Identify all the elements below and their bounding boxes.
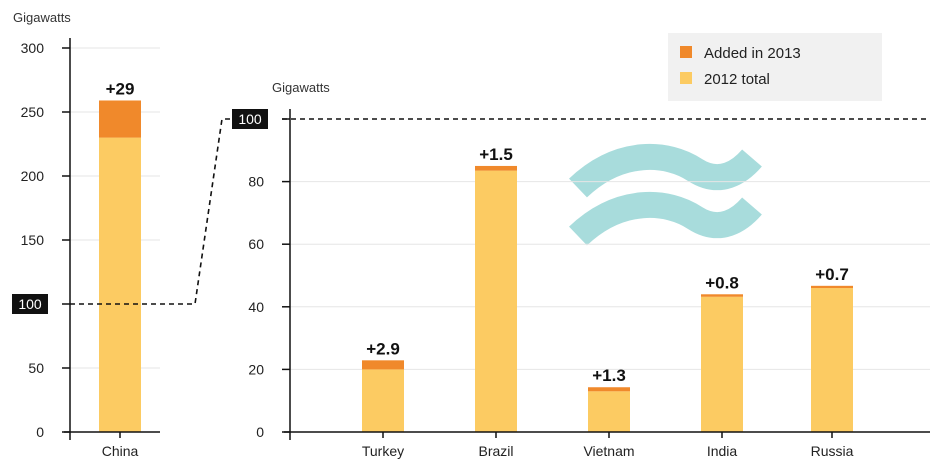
y-tick-label: 20 <box>248 361 264 377</box>
bar-turkey-added <box>362 360 404 370</box>
legend-box <box>668 33 882 101</box>
category-label-turkey: Turkey <box>362 443 404 459</box>
y-tick-label-highlight: 100 <box>238 111 262 127</box>
y-tick-label: 80 <box>248 174 264 190</box>
legend-swatch <box>680 72 692 84</box>
legend-swatch <box>680 46 692 58</box>
bar-russia-base <box>811 288 853 432</box>
y-axis-label: Gigawatts <box>272 80 330 95</box>
y-axis-label: Gigawatts <box>13 10 71 25</box>
bar-vietnam-base <box>588 391 630 432</box>
y-tick-label: 40 <box>248 299 264 315</box>
y-tick-label: 150 <box>21 232 45 248</box>
category-label-russia: Russia <box>811 443 854 459</box>
category-label-china: China <box>102 443 139 459</box>
y-tick-label: 0 <box>256 424 264 440</box>
y-tick-highlight-box <box>232 109 268 129</box>
legend-label: Added in 2013 <box>704 45 801 62</box>
data-label-russia: +0.7 <box>815 265 849 284</box>
bar-china-base <box>99 137 141 432</box>
bar-turkey-base <box>362 369 404 432</box>
bar-brazil-added <box>475 165 517 171</box>
data-label-brazil: +1.5 <box>479 145 513 164</box>
legend-label: 2012 total <box>704 71 770 88</box>
category-label-vietnam: Vietnam <box>583 443 634 459</box>
data-label-vietnam: +1.3 <box>592 366 626 385</box>
category-label-india: India <box>707 443 738 459</box>
y-tick-label: 60 <box>248 236 264 252</box>
y-tick-label: 0 <box>36 424 44 440</box>
data-label-india: +0.8 <box>705 273 739 292</box>
category-label-brazil: Brazil <box>478 443 513 459</box>
bar-russia-added <box>811 285 853 289</box>
y-tick-label: 200 <box>21 168 45 184</box>
y-tick-label: 300 <box>21 40 45 56</box>
bar-vietnam-added <box>588 387 630 392</box>
bar-brazil-base <box>475 170 517 432</box>
bar-india-base <box>701 296 743 432</box>
watermark-wave-bottom <box>569 191 762 246</box>
data-label-turkey: +2.9 <box>366 339 400 358</box>
bar-china-added <box>99 100 141 138</box>
y-tick-highlight-box <box>12 294 48 314</box>
reference-connector-line <box>70 118 230 305</box>
y-tick-label-highlight: 100 <box>18 296 42 312</box>
watermark-wave-top <box>569 143 762 198</box>
bar-india-added <box>701 294 743 297</box>
y-tick-label: 250 <box>21 104 45 120</box>
data-label-china: +29 <box>106 79 135 98</box>
y-tick-label: 50 <box>28 360 44 376</box>
